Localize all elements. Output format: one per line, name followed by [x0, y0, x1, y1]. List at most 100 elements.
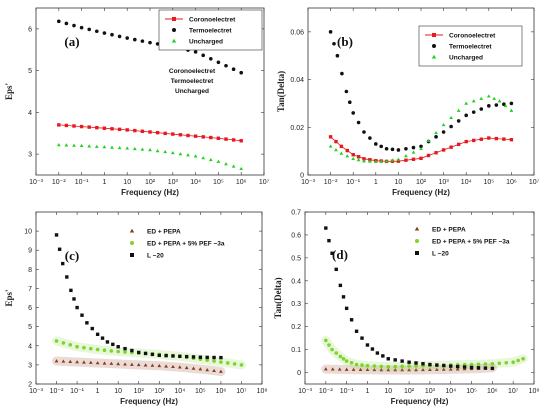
data-point	[61, 261, 65, 266]
annotation-label: Uncharged	[175, 88, 209, 95]
data-point	[191, 355, 196, 359]
data-point	[54, 359, 59, 363]
data-point	[164, 364, 169, 368]
data-point	[456, 142, 461, 147]
legend-label: Uncharged	[189, 39, 223, 46]
data-point	[483, 366, 488, 370]
data-point	[80, 313, 84, 317]
panel-label: (a)	[64, 34, 79, 49]
data-point	[330, 251, 334, 255]
y-tick-label: 10	[24, 229, 32, 236]
data-point	[334, 351, 339, 355]
data-point	[205, 358, 210, 362]
x-tick-label: 10⁻³	[29, 179, 43, 186]
data-point	[386, 357, 390, 361]
data-point	[184, 354, 189, 359]
data-point	[419, 146, 423, 151]
data-point	[208, 157, 213, 162]
data-point	[65, 275, 69, 279]
data-point	[435, 363, 439, 367]
data-point	[56, 143, 61, 147]
data-point	[469, 362, 474, 367]
data-point	[358, 367, 363, 371]
x-tick-label: 1	[96, 388, 100, 395]
x-tick-label: 10⁻¹	[340, 388, 354, 395]
series-0	[52, 356, 226, 377]
legend-marker	[171, 38, 177, 43]
data-point	[231, 164, 236, 168]
legend-label: Coronoelectret	[189, 17, 236, 24]
data-point	[504, 360, 509, 365]
series-line	[330, 136, 512, 162]
data-point	[201, 135, 205, 139]
data-point	[411, 145, 416, 150]
data-point	[374, 142, 378, 146]
data-point	[186, 153, 190, 157]
data-point	[219, 360, 223, 364]
data-point	[100, 336, 105, 340]
data-point	[90, 326, 94, 331]
data-point	[239, 363, 244, 367]
legend-label: L −20	[432, 251, 449, 258]
panel-a: 10⁻³ 10⁻² 10⁻¹ 1 10 10² 10³ 10⁴ 10⁵ 10⁶ 10⁷ 3 4 5 6 Fre…	[4, 7, 270, 197]
data-point	[448, 367, 453, 371]
y-axis-label: Eps'	[4, 289, 14, 306]
data-point	[64, 21, 69, 26]
data-point	[171, 132, 175, 136]
data-point	[356, 158, 361, 162]
data-point	[441, 148, 446, 152]
legend-box	[418, 25, 523, 67]
y-tick-label: 0.02	[290, 125, 304, 132]
series-halo	[52, 336, 246, 370]
data-point	[324, 338, 328, 343]
data-point	[116, 349, 120, 354]
data-point	[75, 360, 79, 364]
data-point	[143, 363, 148, 367]
x-tick-label: 10⁵	[213, 179, 224, 186]
data-point	[224, 162, 228, 166]
legend: Coronoelectret Termoelectret Uncharged	[158, 9, 263, 51]
data-point	[351, 156, 356, 161]
data-point	[441, 122, 446, 127]
data-point	[362, 159, 366, 163]
data-point	[75, 305, 79, 310]
x-tick-label: 1	[102, 179, 106, 186]
data-point	[95, 29, 99, 34]
plot-frame	[35, 211, 263, 385]
data-point	[455, 367, 460, 371]
data-point	[337, 367, 342, 371]
data-point	[354, 362, 359, 367]
data-point	[148, 148, 152, 152]
data-point	[186, 133, 190, 138]
data-point	[407, 364, 411, 368]
y-tick-label: 0	[297, 370, 301, 377]
legend-label: Termoelectret	[189, 28, 232, 35]
data-point	[419, 156, 423, 160]
data-point	[57, 19, 61, 24]
data-point	[157, 353, 161, 358]
data-point	[163, 149, 168, 154]
legend-label: Coronoelectret	[449, 33, 496, 40]
data-point	[87, 125, 91, 129]
data-point	[393, 358, 397, 362]
data-point	[390, 158, 395, 162]
panel-label: (b)	[337, 34, 353, 49]
data-point	[449, 364, 453, 368]
data-point	[442, 363, 446, 368]
data-point	[171, 354, 175, 358]
y-tick-label: 8	[28, 267, 32, 274]
legend-label: Uncharged	[449, 55, 483, 62]
data-point	[95, 361, 100, 365]
x-tick-label: 10⁻²	[52, 179, 66, 186]
data-point	[356, 120, 361, 125]
data-point	[205, 355, 209, 360]
x-tick-label: 10⁶	[487, 388, 498, 395]
data-point	[79, 25, 84, 30]
y-tick-label: 0.06	[290, 29, 304, 36]
data-point	[479, 96, 484, 100]
data-point	[239, 166, 244, 171]
legend-marker	[415, 239, 419, 243]
data-point	[125, 128, 129, 132]
data-point	[338, 283, 343, 288]
